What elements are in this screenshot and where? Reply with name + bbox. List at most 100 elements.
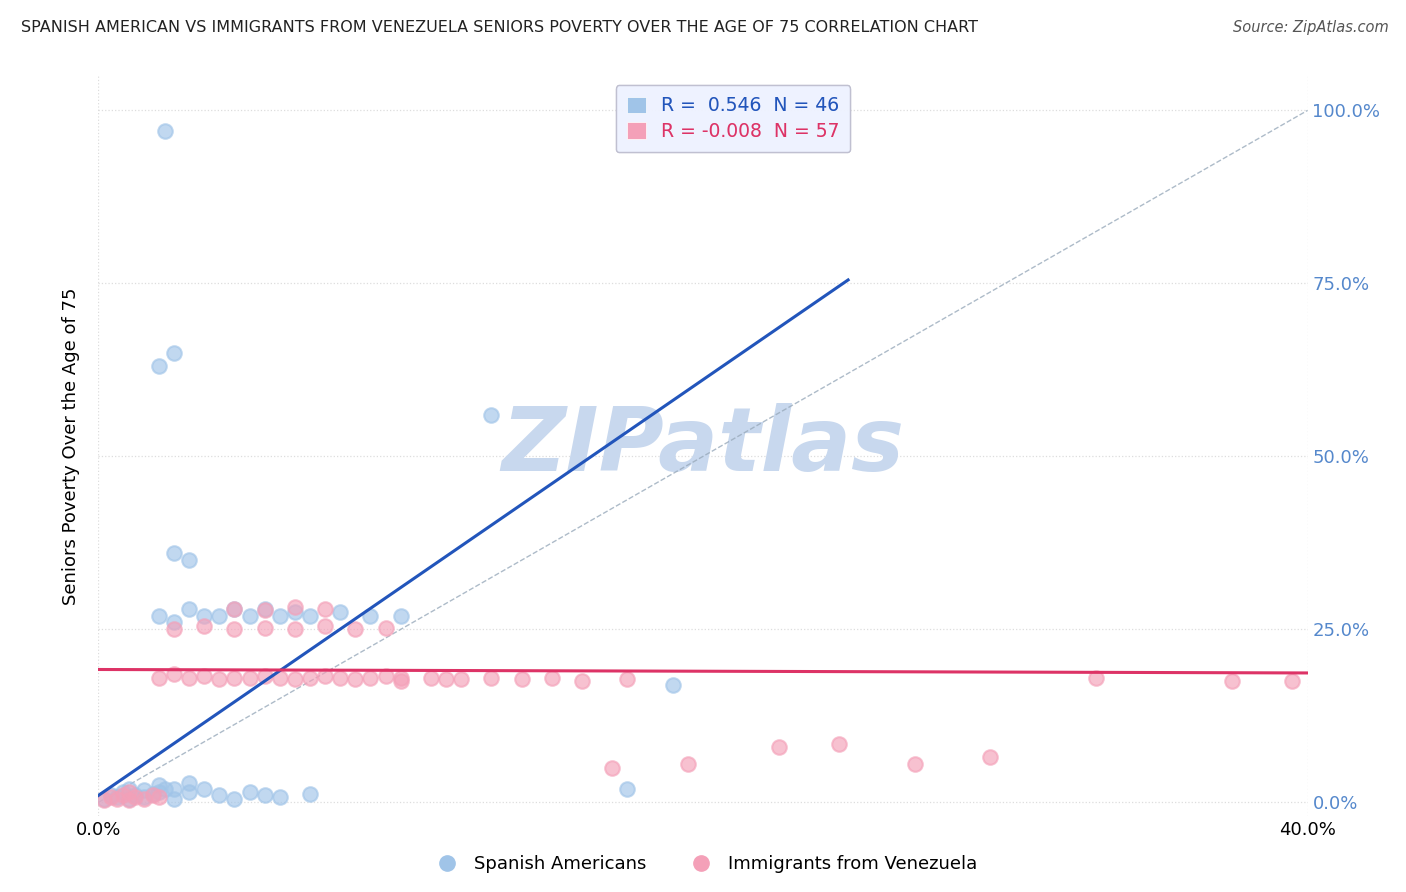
Point [253,621,276,635]
Point [253,603,276,617]
Point [284,623,307,637]
Point [208,789,231,803]
Point [148,785,170,799]
Point [148,608,170,623]
Text: Source: ZipAtlas.com: Source: ZipAtlas.com [1233,20,1389,35]
Point [314,669,336,683]
Point [374,621,396,635]
Point [314,601,336,615]
Point [100,789,122,804]
Point [179,671,201,685]
Point [142,787,165,801]
Point [299,787,322,801]
Point [224,601,246,615]
Point [224,671,246,685]
Point [163,667,186,681]
Point [93,792,115,806]
Point [253,789,276,803]
Point [540,671,562,685]
Point [118,793,141,807]
Point [124,789,146,803]
Point [179,776,201,790]
Point [148,671,170,685]
Point [571,674,593,689]
Point [118,792,141,806]
Point [208,608,231,623]
Point [904,757,927,772]
Point [163,546,186,560]
Point [299,671,322,685]
Point [828,737,851,751]
Point [768,739,790,754]
Point [193,781,215,796]
Point [374,669,396,683]
Point [163,615,186,630]
Point [284,672,307,686]
Point [93,793,115,807]
Point [616,672,638,686]
Point [193,608,215,623]
Point [179,553,201,567]
Point [148,778,170,792]
Point [239,785,262,799]
Point [1085,671,1108,685]
Point [193,669,215,683]
Point [616,781,638,796]
Point [163,792,186,806]
Point [299,608,322,623]
Point [132,789,155,804]
Text: ZIPatlas: ZIPatlas [502,402,904,490]
Point [344,623,367,637]
Point [118,781,141,796]
Point [269,789,291,804]
Text: SPANISH AMERICAN VS IMMIGRANTS FROM VENEZUELA SENIORS POVERTY OVER THE AGE OF 75: SPANISH AMERICAN VS IMMIGRANTS FROM VENE… [21,20,979,35]
Point [676,757,699,772]
Point [1281,674,1303,689]
Point [284,600,307,615]
Point [269,671,291,685]
Point [253,601,276,615]
Point [163,345,186,359]
Point [124,789,146,804]
Legend: Spanish Americans, Immigrants from Venezuela: Spanish Americans, Immigrants from Venez… [423,850,983,879]
Point [360,671,382,685]
Point [389,671,412,685]
Point [360,608,382,623]
Point [1220,674,1243,689]
Legend: R =  0.546  N = 46, R = -0.008  N = 57: R = 0.546 N = 46, R = -0.008 N = 57 [616,86,851,153]
Point [118,785,141,799]
Point [434,672,457,686]
Point [163,781,186,796]
Point [314,619,336,633]
Point [208,672,231,686]
Point [329,605,352,619]
Point [111,789,134,803]
Point [105,789,128,804]
Point [148,789,170,804]
Point [100,789,122,803]
Point [979,750,1001,764]
Point [481,408,503,422]
Point [389,674,412,689]
Point [420,671,443,685]
Point [163,623,186,637]
Point [481,671,503,685]
Point [153,781,176,796]
Point [153,124,176,138]
Point [105,792,128,806]
Point [510,672,533,686]
Point [179,601,201,615]
Point [111,785,134,799]
Point [132,783,155,797]
Point [224,792,246,806]
Point [344,672,367,686]
Point [450,672,472,686]
Point [224,601,246,615]
Point [661,678,683,692]
Point [224,623,246,637]
Point [179,785,201,799]
Point [142,789,165,803]
Y-axis label: Seniors Poverty Over the Age of 75: Seniors Poverty Over the Age of 75 [62,287,80,605]
Point [602,761,624,775]
Point [329,671,352,685]
